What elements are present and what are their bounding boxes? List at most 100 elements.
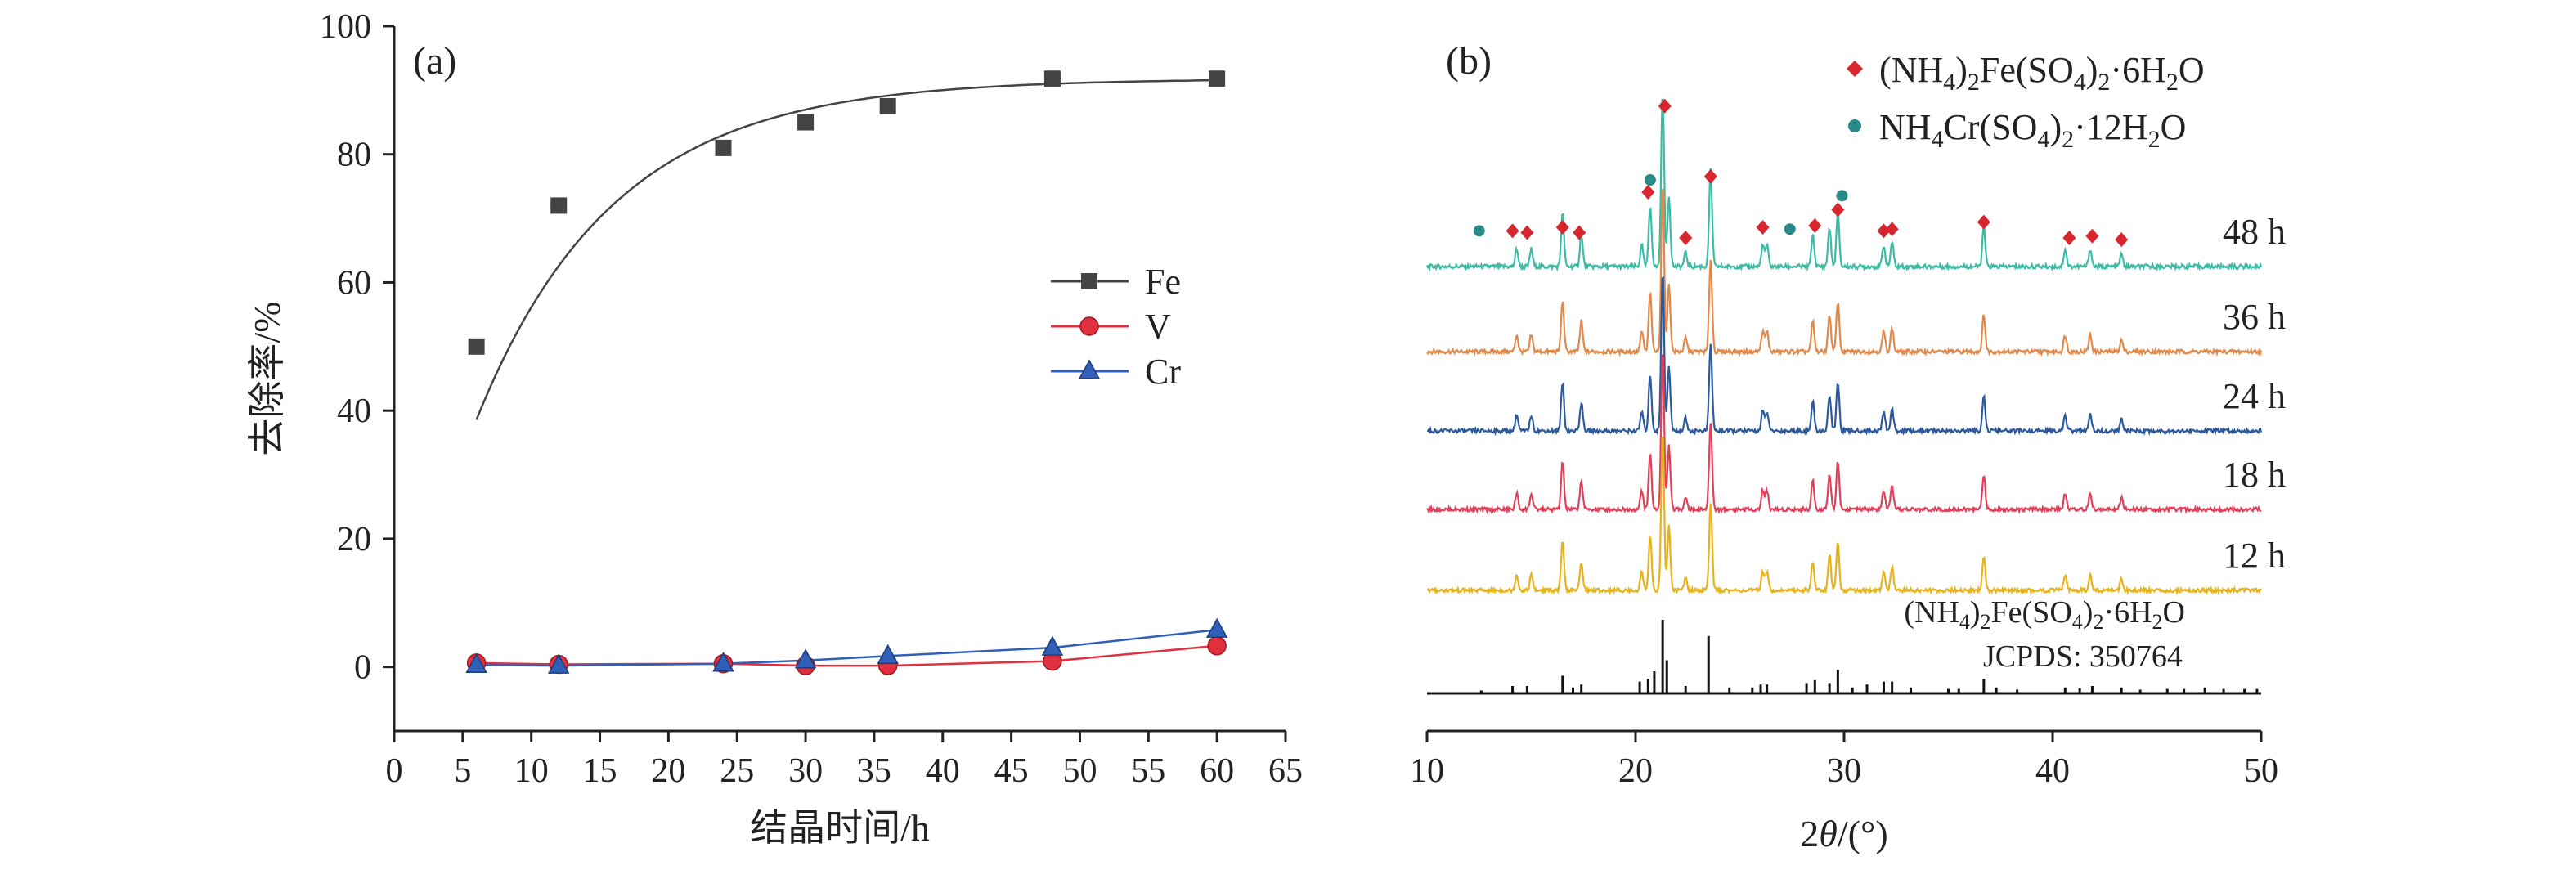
a-point-cr: [794, 648, 817, 669]
a-x-tick-label: 45: [994, 752, 1029, 790]
a-point-cr: [712, 652, 734, 672]
b-legend: (NH4)2Fe(SO4)2·6H2O NH4Cr(SO4)2·12H2O: [1847, 50, 2205, 153]
b-diamond-marker: [1555, 220, 1569, 235]
b-legend-label: (NH4)2Fe(SO4)2·6H2O: [1879, 50, 2205, 96]
a-x-tick-label: 30: [788, 752, 823, 790]
a-y-tick-label: 80: [337, 137, 371, 174]
a-series-lines: [475, 78, 1218, 667]
b-pattern-48h: [1425, 98, 2263, 272]
a-y-tick-label: 60: [337, 264, 371, 302]
a-point-fe: [715, 139, 732, 156]
a-legend: Fe V Cr: [1051, 262, 1181, 392]
reference-phase-label: (NH4)2Fe(SO4)2·6H2O: [1904, 595, 2185, 634]
a-point-cr: [1205, 617, 1228, 638]
a-legend-label: Fe: [1145, 262, 1181, 302]
a-legend-marker: [1078, 359, 1101, 379]
a-point-cr: [465, 652, 487, 674]
a-legend-marker: [1081, 273, 1097, 289]
a-y-tick-label: 20: [337, 521, 371, 558]
b-diamond-marker: [1756, 220, 1770, 235]
panel-b: 10 20 30 40 50 48 h 36 h 24 h 18 h 12 h (b) 2θ/(…: [1410, 39, 2286, 854]
a-x-tick-label: 15: [583, 752, 617, 790]
a-point-fe: [879, 97, 896, 114]
b-pattern-18h: [1426, 353, 2262, 515]
a-legend-marker: [1079, 316, 1099, 336]
a-point-cr: [1041, 635, 1064, 656]
b-pattern-label: 36 h: [2223, 297, 2286, 337]
a-x-tick-label: 35: [857, 752, 891, 790]
b-x-tick-label: 30: [1827, 752, 1861, 790]
a-x-tick-label: 65: [1268, 752, 1303, 790]
a-ticks: 0 5 10 15 20 25 30 35 40 45 50 55 60 65 0 20 40 60 80 100: [320, 8, 1303, 790]
b-diamond-marker: [1977, 214, 1990, 230]
b-pattern-label: 18 h: [2223, 455, 2286, 495]
b-diamond-marker: [2085, 228, 2099, 244]
reference-card-label: JCPDS: 350764: [1983, 639, 2183, 674]
a-point-cr: [877, 644, 899, 665]
b-diamond-marker: [1831, 202, 1845, 218]
b-circle-marker: [1473, 225, 1485, 237]
a-x-axis-label: 结晶时间/h: [750, 807, 930, 849]
a-panel-label: (a): [413, 39, 456, 83]
b-diamond-marker: [2062, 230, 2076, 245]
b-pattern-12h: [1427, 435, 2262, 596]
a-point-v: [1207, 636, 1227, 656]
b-reference-pattern: [1427, 620, 2261, 695]
a-x-tick-label: 5: [454, 752, 471, 790]
a-x-tick-label: 40: [926, 752, 960, 790]
b-circle-marker: [1644, 174, 1656, 186]
a-x-tick-label: 25: [720, 752, 754, 790]
a-legend-label: V: [1145, 307, 1171, 347]
a-series-markers: [465, 70, 1228, 675]
a-point-fe: [1043, 70, 1061, 87]
b-pattern-label: 12 h: [2223, 536, 2286, 576]
b-phase-markers: [1473, 98, 2129, 248]
b-x-tick-label: 10: [1410, 752, 1444, 790]
b-pattern-36h: [1426, 188, 2263, 357]
b-xrd-patterns: [1425, 98, 2263, 596]
a-x-tick-label: 60: [1200, 752, 1234, 790]
a-x-tick-label: 20: [651, 752, 685, 790]
a-x-tick-label: 0: [386, 752, 403, 790]
b-legend-diamond: [1847, 61, 1863, 77]
a-y-tick-label: 0: [354, 649, 371, 687]
a-point-fe: [468, 338, 485, 355]
b-x-tick-label: 50: [2244, 752, 2278, 790]
b-x-tick-label: 20: [1618, 752, 1653, 790]
b-diamond-marker: [1573, 225, 1586, 240]
b-pattern-24h: [1427, 276, 2263, 437]
b-x-tick-label: 40: [2035, 752, 2070, 790]
b-diamond-marker: [1885, 222, 1899, 237]
panel-a: 0 5 10 15 20 25 30 35 40 45 50 55 60 65 0 20 40 60 80 100 (…: [246, 8, 1303, 849]
b-legend-label: NH4Cr(SO4)2·12H2O: [1879, 107, 2186, 153]
a-point-fe: [797, 114, 815, 131]
b-pattern-label: 24 h: [2223, 376, 2286, 416]
b-pattern-labels: 48 h 36 h 24 h 18 h 12 h: [2223, 212, 2286, 576]
a-y-tick-label: 100: [320, 8, 371, 46]
b-diamond-marker: [1703, 168, 1717, 184]
b-diamond-marker: [1658, 98, 1672, 114]
a-x-tick-label: 50: [1062, 752, 1097, 790]
b-diamond-marker: [1679, 230, 1693, 245]
a-point-fe: [1209, 70, 1226, 87]
a-point-cr: [547, 653, 570, 674]
a-x-tick-label: 10: [514, 752, 549, 790]
b-pattern-label: 48 h: [2223, 212, 2286, 252]
b-diamond-marker: [2115, 232, 2129, 248]
b-diamond-marker: [1808, 218, 1822, 233]
a-legend-label: Cr: [1145, 352, 1181, 392]
a-point-fe: [550, 197, 568, 214]
a-y-axis-label: 去除率/%: [246, 301, 288, 455]
b-x-axis-label: 2θ/(°): [1800, 813, 1887, 854]
a-series-line-v: [476, 644, 1218, 667]
a-x-tick-label: 55: [1131, 752, 1165, 790]
b-diamond-marker: [1877, 223, 1891, 239]
b-legend-circle: [1848, 119, 1861, 132]
a-y-tick-label: 40: [337, 392, 371, 430]
a-series-line-fe: [475, 78, 1218, 420]
a-series-line-cr: [476, 628, 1218, 667]
b-diamond-marker: [1506, 223, 1519, 239]
b-diamond-marker: [1641, 185, 1655, 200]
